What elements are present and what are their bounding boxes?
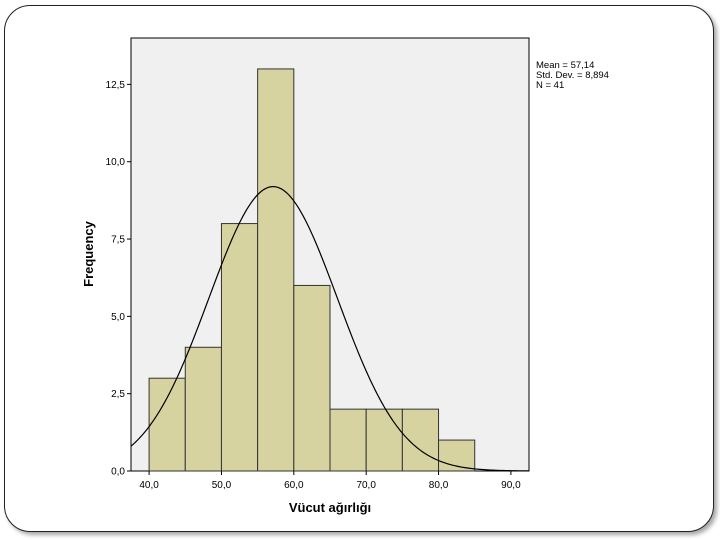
- stats-block: Mean = 57,14 Std. Dev. = 8,894 N = 41: [536, 60, 609, 91]
- y-tick-label: 5,0: [111, 312, 125, 323]
- y-tick-label: 2,5: [111, 389, 125, 400]
- x-tick-label: 60,0: [284, 480, 304, 491]
- y-axis-title: Frequency: [81, 220, 96, 287]
- stats-std-dev: Std. Dev. = 8,894: [536, 70, 609, 81]
- histogram-bar: [184, 346, 222, 472]
- ticks-layer: 40,0 50,0 60,0 70,0 80,0 90,0 0,0 2,5 5,0 7,5 10,0…: [106, 80, 522, 491]
- stats-mean: Mean = 57,14: [536, 60, 594, 71]
- y-tick-label: 12,5: [106, 80, 126, 91]
- y-tick-label: 10,0: [106, 157, 126, 168]
- y-tick-label: 0,0: [111, 467, 125, 478]
- bars-layer: [148, 68, 476, 472]
- x-tick-label: 50,0: [212, 480, 232, 491]
- stats-n: N = 41: [536, 80, 564, 91]
- histogram-bar: [401, 408, 440, 472]
- x-tick-label: 90,0: [501, 480, 521, 491]
- normal-curve: [130, 186, 530, 472]
- y-tick-label: 7,5: [111, 235, 125, 246]
- histogram-bar: [148, 377, 186, 472]
- histogram-bar: [365, 408, 403, 472]
- x-axis-title: Vücut ağırlığı: [289, 500, 371, 515]
- histogram-bar: [220, 223, 259, 472]
- x-tick-label: 80,0: [429, 480, 449, 491]
- x-tick-label: 70,0: [356, 480, 376, 491]
- x-tick-label: 40,0: [139, 480, 159, 491]
- histogram-bar: [257, 68, 295, 472]
- histogram-bar: [329, 408, 367, 472]
- histogram-bar: [293, 284, 331, 472]
